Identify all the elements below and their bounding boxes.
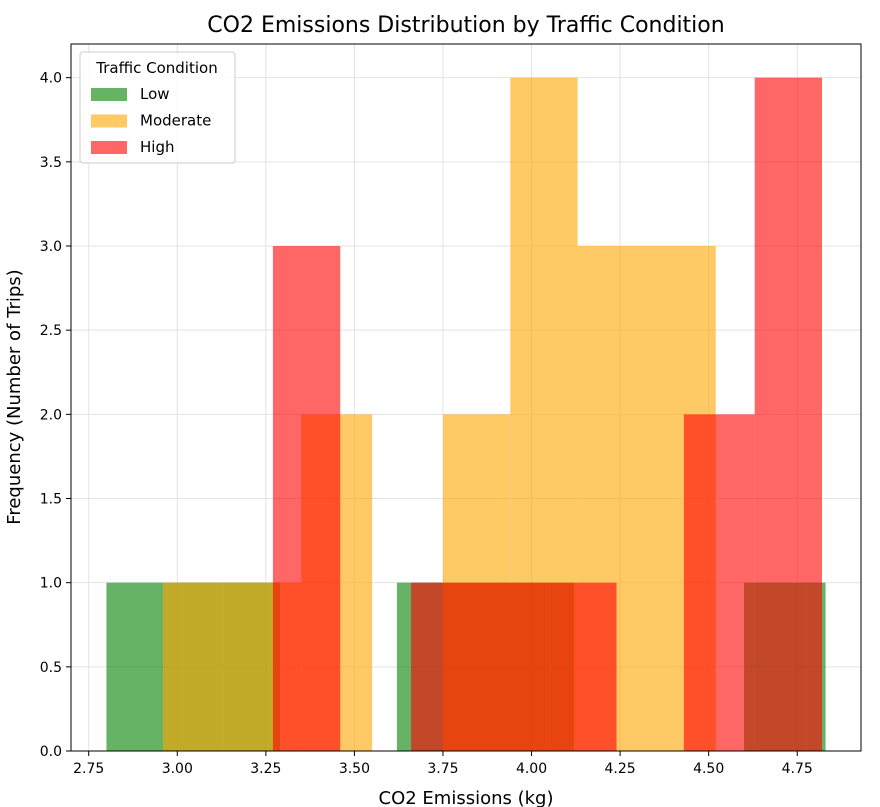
histogram-bars: [106, 77, 826, 751]
chart-title: CO2 Emissions Distribution by Traffic Co…: [207, 13, 724, 38]
x-axis-title: CO2 Emissions (kg): [379, 788, 554, 807]
y-tick-label: 4.0: [40, 71, 62, 87]
x-tick-label: 4.25: [605, 761, 636, 777]
x-tick-label: 4.50: [693, 761, 724, 777]
x-tick-label: 4.00: [516, 761, 547, 777]
legend-label-high: High: [140, 138, 174, 156]
legend-swatch-high: [91, 141, 127, 154]
y-tick-label: 0.5: [40, 660, 62, 676]
y-tick-label: 2.5: [40, 323, 62, 339]
series-high: [272, 77, 823, 751]
legend-swatch-moderate: [91, 114, 127, 128]
histogram-bar-high: [272, 246, 341, 751]
histogram-bar-moderate: [163, 582, 234, 751]
histogram-bar-high: [754, 77, 823, 751]
y-tick-label: 3.5: [40, 155, 62, 171]
x-tick-label: 3.50: [339, 761, 370, 777]
legend-title: Traffic Condition: [95, 59, 217, 77]
y-tick-label: 1.0: [40, 576, 62, 592]
histogram-bar-high: [481, 582, 550, 751]
histogram-bar-high: [549, 582, 617, 751]
legend-label-low: Low: [140, 85, 170, 103]
legend-label-moderate: Moderate: [140, 112, 211, 130]
x-tick-label: 3.25: [250, 761, 281, 777]
histogram-bar-high: [411, 582, 482, 751]
plot-frame: [70, 43, 862, 752]
histogram-bar-high: [683, 414, 755, 751]
legend-box: [79, 51, 236, 164]
y-tick-label: 1.5: [40, 492, 62, 508]
histogram-bar-low: [106, 582, 164, 751]
x-tick-label: 2.75: [73, 761, 104, 777]
legend: Traffic Condition Low Moderate High: [79, 51, 236, 164]
y-tick-label: 3.0: [40, 239, 62, 255]
x-tick-label: 4.75: [782, 761, 813, 777]
y-tick-label: 0.0: [40, 744, 62, 760]
x-tick-label: 3.00: [162, 761, 193, 777]
axis-ticks: 2.75 3.00 3.25 3.50 3.75 4.00 4.25 4.50 4.75 0.0 0…: [40, 71, 813, 777]
y-tick-label: 2.0: [40, 407, 62, 423]
x-tick-label: 3.75: [427, 761, 458, 777]
y-axis-title: Frequency (Number of Trips): [4, 269, 25, 524]
legend-swatch-low: [91, 88, 127, 101]
